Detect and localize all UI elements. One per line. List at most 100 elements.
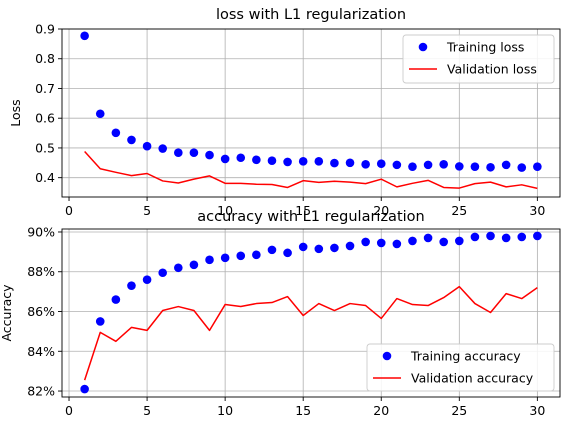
y-tick-label: 0.5 [35, 140, 55, 155]
training-point [345, 241, 355, 251]
x-tick-label: 5 [143, 403, 151, 418]
training-point [111, 295, 121, 304]
training-point [158, 144, 167, 153]
y-axis-label: Accuracy [0, 284, 14, 342]
training-point [423, 233, 433, 243]
training-point [455, 236, 464, 246]
legend: Training accuracy Validation accuracy [366, 343, 555, 392]
x-tick-label: 0 [65, 403, 73, 418]
training-point [205, 150, 214, 160]
training-point [298, 242, 308, 252]
legend-training-label: Training loss [446, 40, 524, 55]
y-tick-label: 0.6 [35, 111, 55, 126]
training-point [252, 155, 261, 165]
training-point [314, 157, 324, 166]
training-point [236, 251, 246, 261]
training-point [252, 250, 261, 260]
y-tick-label: 0.9 [35, 22, 55, 37]
training-point [205, 255, 214, 265]
training-point [345, 158, 355, 168]
y-tick-label: 86% [27, 304, 55, 319]
training-point [501, 160, 511, 170]
axes-frame [61, 228, 561, 398]
x-tick-label: 15 [295, 203, 311, 218]
y-tick-label: 84% [27, 344, 55, 359]
training-point [486, 162, 495, 172]
training-point [486, 231, 495, 241]
training-point [283, 157, 292, 167]
x-tick-label: 10 [217, 403, 233, 418]
training-point [361, 237, 370, 247]
x-tick-label: 10 [217, 203, 233, 218]
chart-title: loss with L1 regularization [216, 7, 406, 23]
training-point [127, 281, 136, 290]
training-point [501, 233, 511, 243]
training-point [158, 268, 167, 278]
training-point [330, 158, 339, 168]
training-point [392, 239, 402, 249]
training-point [533, 231, 542, 241]
training-point [80, 384, 89, 394]
x-tick-label: 25 [451, 403, 467, 418]
x-tick-label: 20 [373, 203, 389, 218]
training-point [189, 260, 199, 270]
legend-validation-label: Validation loss [447, 62, 537, 77]
training-point [174, 148, 183, 157]
training-point [80, 31, 89, 41]
training-point [111, 128, 121, 138]
training-point [298, 157, 308, 166]
legend-training-marker [418, 42, 428, 52]
training-point [376, 159, 386, 168]
chart-panel-2: 0 5 10 15 20 25 30 82% 84% 86% 88% 90% accuracy with… [0, 209, 561, 418]
y-tick-label: 90% [27, 224, 55, 239]
training-point [376, 238, 386, 248]
x-tick-label: 0 [65, 203, 73, 218]
y-tick-label: 88% [27, 264, 55, 279]
training-point [392, 160, 402, 170]
training-point [470, 162, 480, 171]
training-point [95, 317, 105, 326]
training-point [283, 248, 292, 258]
training-point [455, 162, 464, 171]
x-tick-label: 15 [295, 403, 311, 418]
y-tick-label: 0.4 [35, 170, 55, 185]
legend: Training loss Validation loss [402, 34, 555, 84]
training-point [533, 162, 542, 171]
x-tick-label: 25 [451, 203, 467, 218]
x-tick-label: 30 [529, 203, 545, 218]
x-tick-label: 5 [143, 203, 151, 218]
training-point [220, 253, 230, 263]
validation-series-line [84, 151, 538, 190]
training-point [267, 245, 277, 255]
legend-training-label: Training accuracy [410, 349, 521, 364]
x-tick-label: 30 [529, 403, 545, 418]
training-point [174, 263, 183, 273]
training-point [408, 162, 417, 171]
legend-validation-label: Validation accuracy [411, 371, 534, 386]
axes-frame [61, 28, 561, 198]
training-point [423, 160, 433, 170]
training-point [439, 237, 448, 247]
x-tick-label: 20 [373, 403, 389, 418]
y-axis-label: Loss [8, 99, 23, 126]
y-tick-label: 82% [27, 384, 55, 399]
training-point [127, 135, 136, 145]
training-point [267, 156, 277, 166]
training-point [517, 163, 527, 172]
validation-series-line [83, 285, 538, 381]
training-point [142, 275, 152, 284]
legend-box [366, 343, 555, 392]
y-tick-label: 0.8 [35, 51, 55, 66]
legend-training-marker [382, 351, 392, 361]
training-point [408, 236, 417, 246]
training-point [236, 153, 246, 163]
training-point [439, 159, 448, 169]
training-point [189, 148, 199, 157]
training-point [361, 159, 370, 169]
training-point [470, 232, 480, 242]
training-point [330, 243, 339, 253]
y-tick-label: 0.7 [35, 81, 55, 96]
training-point [314, 244, 324, 254]
legend-box [402, 34, 555, 84]
